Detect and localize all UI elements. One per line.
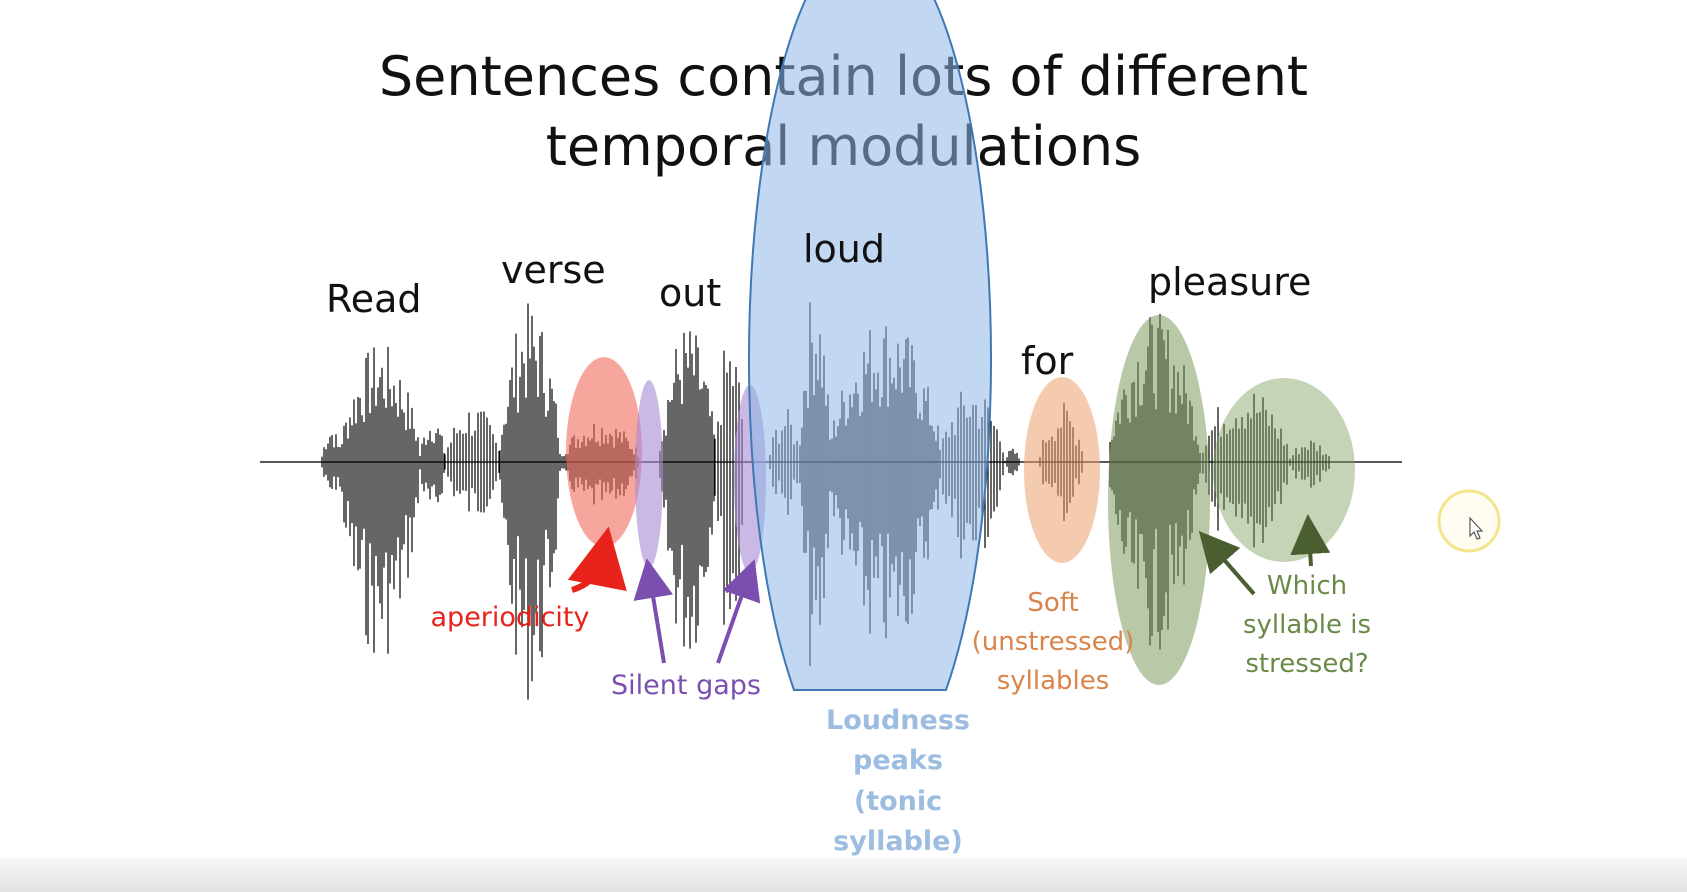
word-loud: loud <box>803 227 885 271</box>
bottom-toolbar-strip <box>0 858 1687 892</box>
loudness-label-line-4: syllable) <box>833 826 963 857</box>
stressed-question-label: Which syllable is stressed? <box>1243 571 1371 679</box>
loudness-peaks-label: Loudness peaks (tonic syllable) <box>826 705 970 857</box>
mouse-cursor-icon <box>1469 516 1484 540</box>
cursor-highlight-ring-icon <box>1437 489 1501 553</box>
soft-label-line-2: (unstressed) <box>972 627 1135 657</box>
word-pleasure: pleasure <box>1148 260 1311 304</box>
stressed-arrow-2 <box>1290 514 1331 567</box>
stressed-label-line-2: syllable is <box>1243 610 1371 640</box>
word-verse: verse <box>501 248 606 292</box>
silent-gap-arrow-2 <box>716 559 761 664</box>
stressed-label-line-3: stressed? <box>1245 649 1368 679</box>
stressed-label-line-1: Which <box>1267 571 1347 601</box>
stressed-syllable-highlight-2 <box>1213 378 1355 562</box>
loudness-label-line-3: (tonic <box>854 786 942 817</box>
silent-gap-highlight-1 <box>635 380 663 568</box>
soft-syllable-highlight <box>1024 377 1100 563</box>
silent-gap-arrow-1 <box>633 558 673 664</box>
soft-label-line-3: syllables <box>997 666 1110 696</box>
aperiodicity-label: aperiodicity <box>431 602 590 633</box>
aperiodicity-highlight <box>566 357 642 547</box>
soft-label-line-1: Soft <box>1027 588 1078 618</box>
silent-gaps-label: Silent gaps <box>611 670 761 701</box>
stressed-syllable-highlight-1 <box>1108 315 1210 685</box>
stressed-arrow-1 <box>1198 530 1256 596</box>
loudness-label-line-1: Loudness <box>826 705 970 736</box>
loudness-label-line-2: peaks <box>853 745 943 776</box>
aperiodicity-arrow <box>567 526 627 593</box>
word-for: for <box>1021 339 1074 383</box>
loudness-peak-highlight <box>748 0 992 691</box>
word-out: out <box>659 271 721 315</box>
word-read: Read <box>326 277 421 321</box>
soft-syllables-label: Soft (unstressed) syllables <box>972 588 1135 696</box>
